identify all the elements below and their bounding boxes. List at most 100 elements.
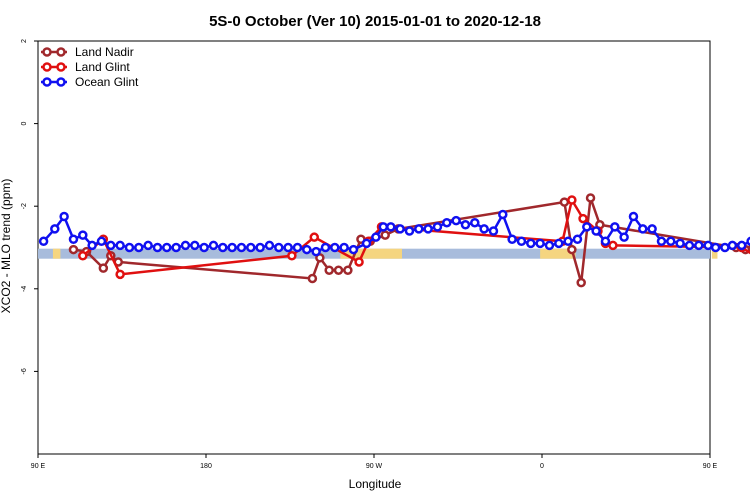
data-point-land-nadir: [68, 244, 79, 255]
data-point-ocean-glint: [143, 240, 153, 251]
data-point-ocean-glint: [264, 240, 275, 251]
data-point-land-nadir: [98, 263, 109, 273]
data-point-ocean-glint: [255, 242, 265, 253]
data-point-land-glint: [287, 251, 297, 261]
data-point-ocean-glint: [115, 240, 125, 251]
data-point-ocean-glint: [600, 236, 611, 247]
series-land-glint: [78, 195, 750, 280]
series-land-nadir: [68, 193, 750, 288]
land-band: [540, 248, 576, 259]
data-point-ocean-glint: [59, 211, 69, 222]
data-point-ocean-glint: [134, 242, 144, 253]
y-tick-label: -2: [21, 203, 28, 209]
y-tick-label: 2: [21, 39, 28, 43]
legend-item-land-nadir: Land Nadir: [41, 45, 134, 59]
series-line-land-nadir: [73, 197, 750, 283]
data-point-ocean-glint: [38, 236, 49, 247]
series-line-land-glint: [82, 196, 750, 276]
legend-label: Land Nadir: [75, 45, 134, 59]
data-point-ocean-glint: [498, 209, 508, 220]
data-point-ocean-glint: [236, 242, 247, 253]
data-point-ocean-glint: [404, 226, 415, 236]
data-point-ocean-glint: [283, 242, 293, 253]
data-point-ocean-glint: [96, 236, 107, 247]
legend-swatch-marker: [42, 47, 52, 57]
data-point-ocean-glint: [563, 236, 573, 247]
data-point-ocean-glint: [516, 236, 527, 247]
legend-label: Ocean Glint: [75, 75, 139, 89]
data-point-ocean-glint: [442, 217, 452, 228]
data-point-ocean-glint: [572, 234, 583, 244]
chart-title: 5S-0 October (Ver 10) 2015-01-01 to 2020…: [209, 13, 541, 30]
data-point-ocean-glint: [180, 240, 191, 251]
data-point-ocean-glint: [628, 211, 639, 222]
data-point-ocean-glint: [451, 215, 461, 226]
data-point-ocean-glint: [171, 242, 181, 253]
data-point-ocean-glint: [311, 246, 321, 257]
data-point-ocean-glint: [746, 236, 750, 246]
data-point-ocean-glint: [190, 240, 200, 251]
data-point-ocean-glint: [395, 224, 405, 234]
legend-item-ocean-glint: Ocean Glint: [41, 75, 139, 89]
data-point-land-nadir: [585, 193, 596, 203]
y-tick-label: -4: [21, 286, 28, 292]
data-point-ocean-glint: [507, 234, 517, 244]
data-point-land-nadir: [324, 265, 334, 275]
data-point-ocean-glint: [727, 240, 738, 251]
data-point-land-glint: [567, 195, 577, 205]
data-point-ocean-glint: [414, 224, 424, 234]
legend-swatch-marker: [56, 77, 66, 87]
data-point-ocean-glint: [208, 240, 219, 251]
data-point-ocean-glint: [710, 242, 721, 253]
data-point-ocean-glint: [675, 238, 685, 249]
data-point-ocean-glint: [694, 240, 704, 251]
data-point-ocean-glint: [78, 230, 88, 240]
data-point-ocean-glint: [361, 238, 372, 249]
land-band: [711, 248, 718, 259]
data-point-land-nadir: [559, 197, 570, 207]
data-point-ocean-glint: [666, 236, 676, 247]
data-point-ocean-glint: [656, 236, 667, 247]
x-tick-label: 90 E: [703, 463, 718, 470]
data-point-ocean-glint: [246, 242, 256, 253]
data-point-ocean-glint: [736, 240, 747, 251]
x-tick-label: 90 E: [31, 463, 46, 470]
x-tick-label: 90 W: [366, 463, 383, 470]
x-tick-label: 0: [540, 463, 544, 470]
data-point-ocean-glint: [423, 224, 433, 234]
x-axis-label: Longitude: [349, 477, 402, 491]
data-point-ocean-glint: [479, 224, 489, 234]
data-point-ocean-glint: [320, 242, 331, 253]
data-point-ocean-glint: [582, 222, 592, 232]
data-point-land-glint: [608, 240, 618, 251]
legend-item-land-glint: Land Glint: [41, 60, 130, 74]
data-point-ocean-glint: [470, 217, 480, 228]
y-axis-label: XCO2 - MLO trend (ppm): [0, 179, 13, 314]
data-point-ocean-glint: [619, 232, 629, 242]
data-point-ocean-glint: [591, 226, 601, 236]
data-point-ocean-glint: [218, 242, 228, 253]
data-point-ocean-glint: [371, 232, 381, 242]
data-point-ocean-glint: [348, 244, 359, 255]
axis-layer: 90 E 180 90 W 0 90 E 2 0 -2 -4 -6: [21, 39, 718, 470]
data-point-ocean-glint: [87, 240, 97, 251]
land-band: [52, 248, 61, 259]
data-point-land-glint: [78, 251, 88, 261]
data-point-ocean-glint: [124, 242, 135, 253]
data-point-ocean-glint: [720, 242, 730, 253]
data-point-ocean-glint: [274, 242, 284, 253]
data-point-ocean-glint: [544, 240, 555, 251]
data-point-ocean-glint: [227, 242, 237, 253]
data-point-land-nadir: [567, 244, 577, 255]
data-point-ocean-glint: [339, 242, 349, 253]
data-point-land-nadir: [380, 230, 390, 240]
data-point-ocean-glint: [199, 242, 209, 253]
x-tick-label: 180: [200, 463, 212, 470]
data-point-ocean-glint: [535, 238, 545, 249]
data-point-ocean-glint: [106, 240, 116, 251]
data-point-ocean-glint: [526, 238, 536, 249]
data-point-ocean-glint: [152, 242, 163, 253]
data-point-ocean-glint: [50, 224, 60, 234]
